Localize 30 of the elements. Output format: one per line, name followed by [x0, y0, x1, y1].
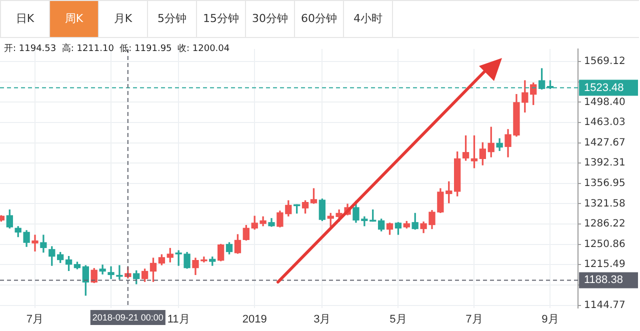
- x-tick-label: 11月: [167, 314, 190, 326]
- text: 日K: [1, 1, 50, 37]
- y-tick-label: 1144.77: [584, 300, 626, 311]
- ref-line-label: 1188.38: [584, 274, 623, 286]
- x-tick-label: 9月: [542, 314, 559, 326]
- x-tick-label: 5月: [390, 314, 407, 326]
- x-tick-label: 2019: [242, 314, 267, 326]
- ref-line-label: 1523.48: [584, 82, 624, 94]
- y-tick-label: 1427.67: [584, 137, 626, 148]
- y-tick-label: 1498.40: [584, 96, 626, 108]
- annotation: 开: 1194.53 高: 1211.10 低: 1191.95 收: 1200.04: [4, 42, 230, 55]
- text: 60分钟: [295, 1, 344, 37]
- y-tick-label: 1569.12: [584, 56, 626, 68]
- y-tick-label: 1392.31: [584, 158, 626, 169]
- y-tick-label: 1463.03: [584, 117, 626, 128]
- y-tick-label: 1356.95: [584, 178, 626, 190]
- text: 周K: [50, 1, 99, 37]
- x-tick-label: 7月: [26, 314, 44, 326]
- text: 4小时: [344, 1, 393, 37]
- x-tick-label: 3月: [314, 314, 331, 326]
- text: 5分钟: [148, 1, 197, 37]
- y-tick-label: 1250.86: [584, 238, 626, 250]
- text: 月K: [99, 1, 148, 37]
- text: 30分钟: [246, 1, 295, 37]
- x-tick-label: 7月: [466, 314, 483, 326]
- y-tick-label: 1286.22: [584, 218, 626, 230]
- y-tick-label: 1321.58: [584, 198, 626, 210]
- text: 15分钟: [197, 1, 246, 37]
- ref-line-label: 2018-09-21 00:00: [92, 312, 164, 322]
- y-tick-label: 1215.49: [584, 259, 626, 270]
